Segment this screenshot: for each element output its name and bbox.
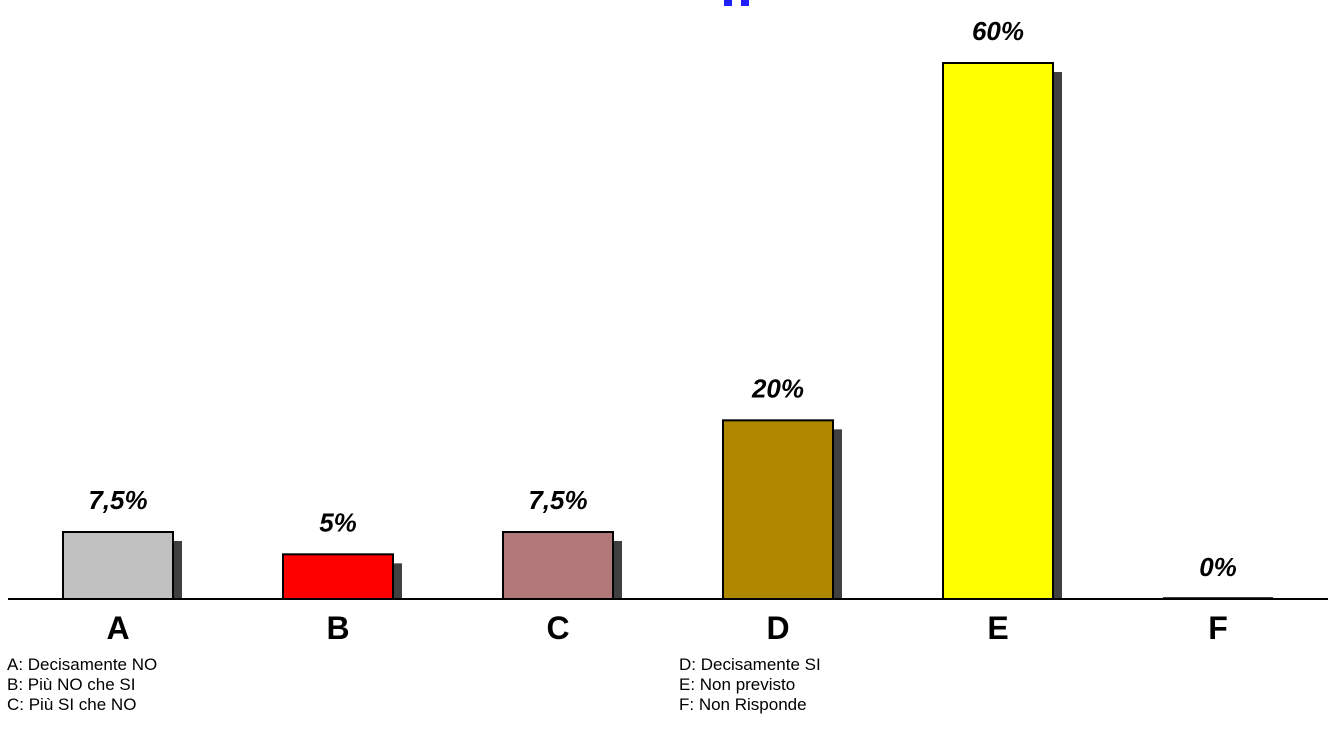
legend-entry-a: A: Decisamente NO — [7, 655, 158, 674]
legend-entry-b: B: Più NO che SI — [7, 675, 136, 694]
bar-d — [722, 419, 834, 601]
value-label-d: 20% — [751, 373, 804, 403]
bar-a — [62, 531, 174, 600]
legend-entry-e: E: Non previsto — [679, 675, 796, 694]
legend-right-column: D: Decisamente SI E: Non previsto F: Non… — [679, 655, 821, 715]
category-label-c: C — [546, 610, 569, 646]
category-label-d: D — [766, 610, 789, 646]
legend-left-column: A: Decisamente NO B: Più NO che SI C: Pi… — [7, 655, 157, 715]
value-label-c: 7,5% — [528, 485, 587, 515]
legend-entry-d: D: Decisamente SI — [679, 655, 821, 674]
value-label-b: 5% — [319, 507, 357, 537]
category-label-e: E — [987, 610, 1008, 646]
value-label-f: 0% — [1199, 552, 1237, 582]
bar-b — [282, 553, 394, 600]
value-label-e: 60% — [972, 16, 1024, 46]
legend-entry-c: C: Più SI che NO — [7, 695, 137, 714]
category-label-a: A — [106, 610, 129, 646]
legend-entry-f: F: Non Risponde — [679, 695, 807, 714]
title-fragment — [724, 0, 732, 6]
category-label-f: F — [1208, 610, 1228, 646]
category-label-b: B — [326, 610, 349, 646]
bar-e — [942, 62, 1054, 600]
value-label-a: 7,5% — [88, 485, 147, 515]
title-fragment — [741, 0, 749, 6]
bar-c — [502, 531, 614, 600]
